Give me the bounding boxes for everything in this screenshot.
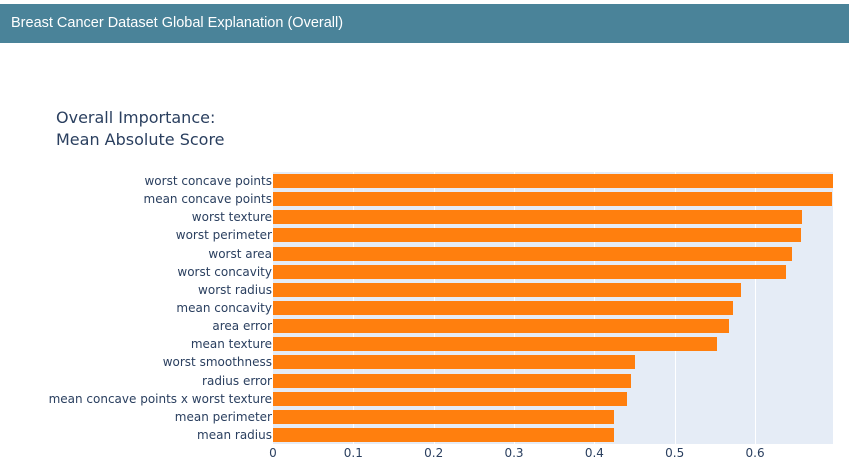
- bar[interactable]: [273, 319, 729, 334]
- y-tick-label: mean perimeter: [174, 409, 272, 424]
- bar[interactable]: [273, 192, 833, 207]
- y-tick-label: mean concave points x worst texture: [48, 391, 272, 406]
- y-tick-label: worst concave points: [144, 174, 272, 189]
- chart-title-line1: Overall Importance:: [56, 108, 216, 127]
- x-tick-label: 0.6: [745, 446, 765, 460]
- x-tick-label: 0: [269, 446, 277, 460]
- chart-title: Overall Importance: Mean Absolute Score: [56, 107, 225, 151]
- x-tick-label: 0.5: [665, 446, 685, 460]
- y-tick-label: mean radius: [197, 427, 272, 442]
- panel-header: Breast Cancer Dataset Global Explanation…: [0, 4, 849, 43]
- y-tick-label: mean concave points: [143, 192, 273, 207]
- bar[interactable]: [273, 391, 627, 406]
- bar[interactable]: [273, 228, 801, 243]
- bar[interactable]: [273, 337, 717, 352]
- chart-title-line2: Mean Absolute Score: [56, 130, 225, 149]
- x-tick-label: 0.4: [584, 446, 604, 460]
- bar[interactable]: [273, 301, 734, 315]
- y-tick-label: mean concavity: [176, 301, 272, 315]
- bar[interactable]: [273, 246, 793, 261]
- y-tick-label: worst concavity: [177, 264, 272, 279]
- y-tick-label: worst area: [208, 246, 272, 261]
- bar[interactable]: [273, 355, 635, 370]
- y-tick-label: worst radius: [198, 282, 272, 297]
- bar[interactable]: [273, 282, 742, 297]
- gridline: [755, 172, 757, 444]
- bar[interactable]: [273, 264, 787, 279]
- bar[interactable]: [273, 174, 833, 189]
- x-tick-label: 0.2: [424, 446, 444, 460]
- y-tick-label: worst perimeter: [175, 228, 272, 243]
- y-tick-label: worst smoothness: [162, 355, 272, 370]
- bar[interactable]: [273, 409, 614, 424]
- y-tick-label: worst texture: [191, 210, 272, 225]
- y-tick-label: area error: [212, 319, 272, 334]
- x-tick-label: 0.3: [504, 446, 524, 460]
- bar[interactable]: [273, 210, 802, 225]
- bar[interactable]: [273, 373, 632, 388]
- plot-area: [273, 172, 833, 444]
- y-tick-label: mean texture: [190, 337, 272, 352]
- bar[interactable]: [273, 427, 614, 442]
- y-tick-label: radius error: [202, 373, 272, 388]
- x-tick-label: 0.1: [343, 446, 363, 460]
